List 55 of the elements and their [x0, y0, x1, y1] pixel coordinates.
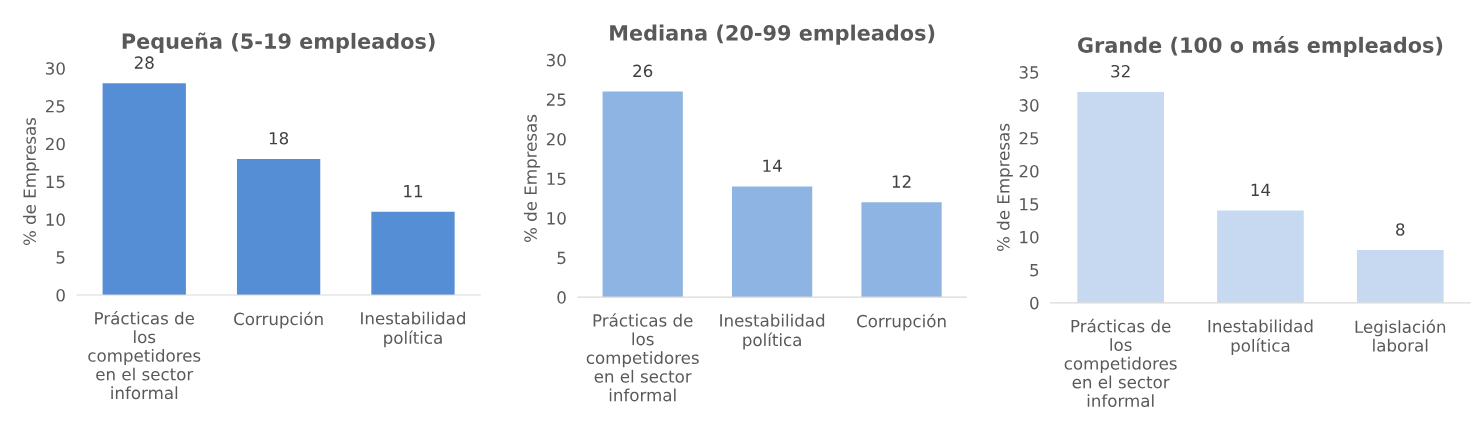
y-axis-title: % de Empresas	[996, 123, 1013, 252]
bar	[1077, 91, 1164, 303]
y-tick-label: 15	[1020, 198, 1039, 211]
x-tick-label: Prácticas de los competidores en el sector informal	[586, 313, 699, 402]
y-tick-label: 15	[46, 175, 65, 189]
y-tick-label: 25	[45, 99, 65, 113]
x-tick-label: Inestabilidad política	[720, 313, 825, 350]
data-label: 12	[892, 175, 911, 188]
x-tick-label: Prácticas de los competidores en el sector informal	[88, 310, 201, 400]
bar	[371, 211, 455, 295]
y-tick-label: 20	[546, 132, 566, 146]
y-tick-label: 30	[46, 62, 65, 75]
y-tick-label: 5	[56, 251, 65, 264]
data-label: 18	[269, 131, 289, 145]
y-tick-label: 25	[546, 93, 566, 106]
y-tick-label: 0	[1030, 296, 1039, 310]
x-tick-label: Inestabilidad política	[361, 311, 465, 348]
y-tick-label: 0	[557, 291, 566, 304]
bar	[861, 202, 942, 298]
y-tick-label: 20	[1019, 164, 1039, 178]
x-tick-label: Prácticas de los competidores en el sector informal	[1064, 318, 1177, 408]
x-tick-label: Inestabilidad política	[1208, 319, 1313, 356]
chart-title: Pequeña (5-19 empleados)	[122, 32, 435, 54]
data-label: 11	[404, 185, 423, 198]
bar	[732, 186, 813, 298]
x-tick-label: Corrupción	[234, 311, 323, 329]
y-tick-label: 10	[46, 213, 65, 226]
bar	[1356, 250, 1444, 303]
data-label: 28	[134, 56, 154, 69]
y-tick-label: 35	[1019, 66, 1039, 79]
data-label: 32	[1111, 64, 1130, 78]
bar	[602, 91, 683, 298]
y-tick-label: 10	[547, 212, 566, 225]
data-label: 26	[633, 64, 653, 78]
bar	[236, 158, 321, 295]
bar	[102, 83, 186, 295]
y-tick-label: 5	[1030, 264, 1039, 277]
data-label: 14	[1251, 183, 1271, 196]
y-tick-label: 15	[547, 172, 566, 186]
chart-title: Grande (100 o más empleados)	[1077, 36, 1443, 57]
y-axis-title: % de Empresas	[523, 114, 541, 243]
y-tick-label: 30	[1019, 99, 1039, 112]
y-tick-label: 30	[546, 53, 566, 67]
y-tick-label: 5	[557, 251, 566, 265]
bar	[1217, 210, 1304, 303]
y-tick-label: 25	[1019, 131, 1039, 145]
x-tick-label: Corrupción	[857, 313, 946, 331]
y-tick-label: 0	[56, 288, 65, 302]
y-tick-label: 10	[1020, 230, 1039, 244]
data-label: 8	[1396, 223, 1405, 236]
chart-title: Mediana (20-99 empleados)	[610, 24, 935, 45]
x-tick-label: Legislación laboral	[1355, 319, 1446, 352]
y-tick-label: 20	[45, 137, 65, 151]
y-axis-title: % de Empresas	[23, 117, 40, 246]
data-label: 14	[763, 159, 782, 172]
